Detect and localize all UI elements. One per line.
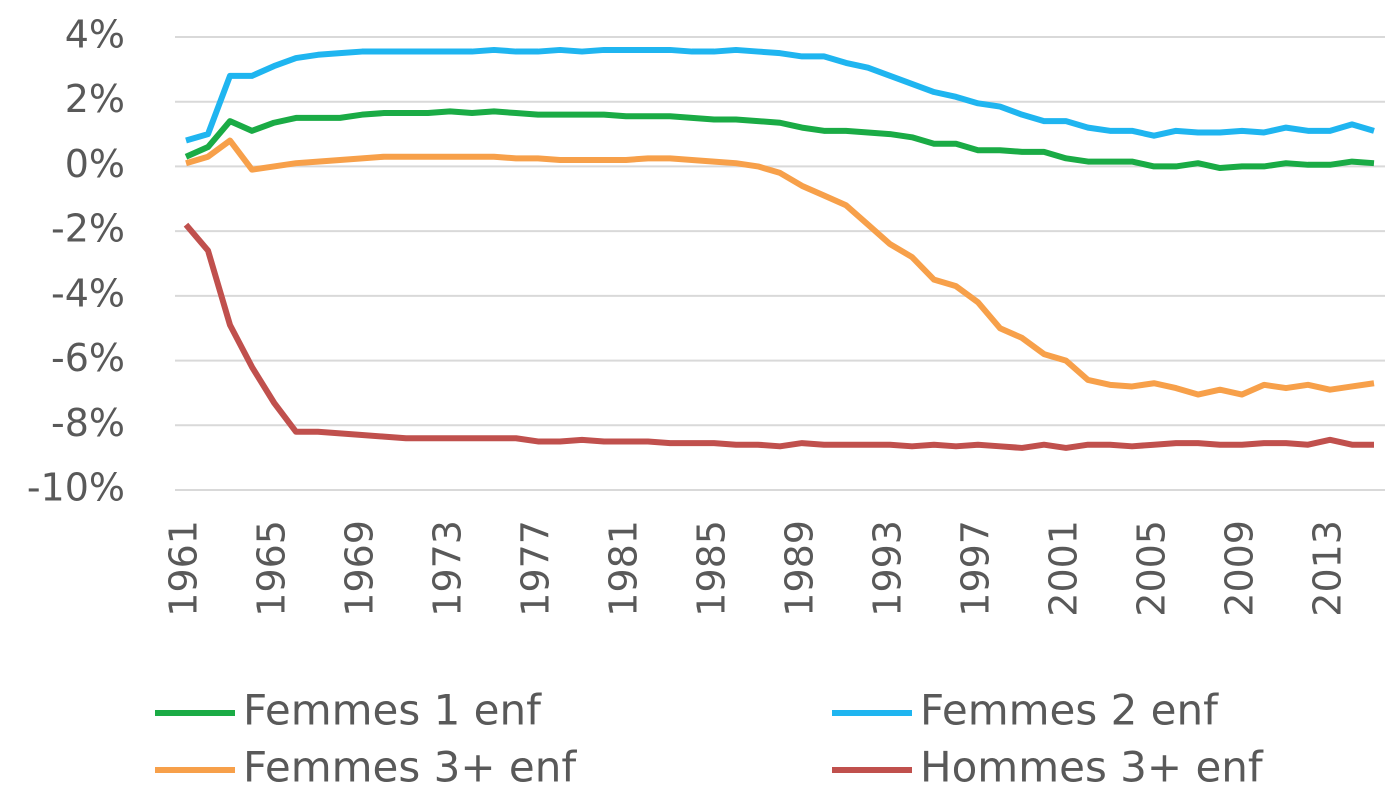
x-tick-label: 1981 [602,520,646,617]
legend-label: Hommes 3+ enf [920,743,1264,790]
x-tick-label: 1961 [162,520,206,617]
x-tick-label: 2013 [1306,520,1350,617]
x-tick-label: 2009 [1218,520,1262,617]
y-tick-label: -6% [51,336,125,380]
y-tick-label: -4% [51,271,125,315]
x-tick-label: 1997 [954,520,998,617]
x-tick-label: 1993 [866,520,910,617]
x-tick-label: 1989 [778,520,822,617]
y-tick-label: 4% [65,13,125,57]
y-tick-label: -2% [51,207,125,251]
legend-label: Femmes 1 enf [243,686,542,735]
series-line [185,137,1375,398]
x-tick-label: 1965 [250,520,294,617]
series-line [185,46,1375,144]
y-tick-label: -10% [27,466,125,510]
legend-label: Femmes 3+ enf [243,743,577,790]
x-tick-label: 1985 [690,520,734,617]
series-line [184,108,1375,172]
legend-label: Femmes 2 enf [920,686,1219,735]
y-tick-label: 2% [65,77,125,121]
x-tick-label: 1977 [514,520,558,617]
y-tick-label: 0% [65,142,125,186]
x-tick-label: 2001 [1042,520,1086,617]
series-line [183,222,1374,451]
y-tick-label: -8% [51,401,125,445]
x-tick-label: 1969 [338,520,382,617]
x-tick-label: 2005 [1130,520,1174,617]
x-tick-label: 1973 [426,520,470,617]
